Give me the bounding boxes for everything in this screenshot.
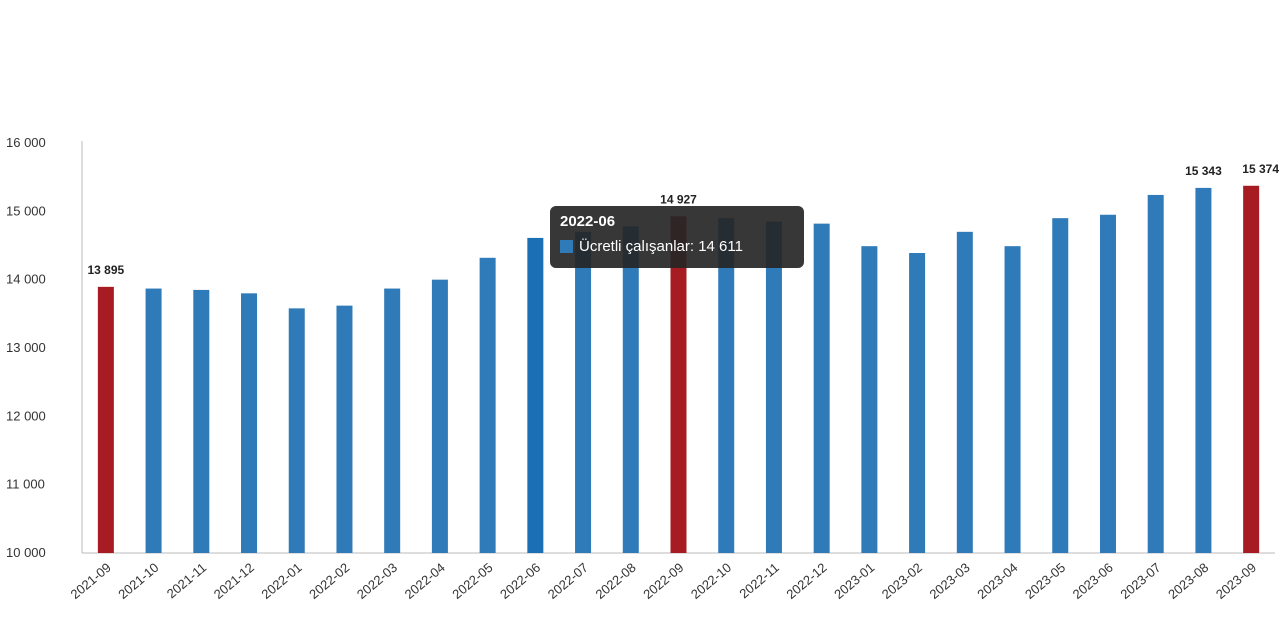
- x-tick-label: 2021-09: [68, 560, 114, 602]
- x-tick-label: 2022-04: [402, 560, 448, 602]
- data-label: 14 927: [660, 192, 697, 206]
- tooltip-series-swatch: [560, 240, 573, 253]
- bar-2023-04: [1004, 246, 1021, 553]
- bar-2022-10: [718, 218, 735, 553]
- bar-2022-09: [670, 216, 687, 554]
- bar-2023-05: [1052, 218, 1069, 553]
- x-tick-label: 2022-12: [783, 560, 829, 602]
- y-tick-label: 12 000: [6, 408, 46, 423]
- y-tick-label: 10 000: [6, 545, 46, 560]
- bar-2021-11: [193, 289, 210, 553]
- tooltip-row: Ücretli çalışanlar: 14 611: [560, 238, 794, 255]
- bar-2022-07: [575, 231, 592, 554]
- data-label: 15 343: [1185, 164, 1222, 178]
- y-tick-label: 11 000: [6, 477, 45, 492]
- bar-2022-01: [288, 308, 305, 553]
- bar-2022-05: [479, 257, 496, 553]
- x-tick-label: 2023-09: [1213, 560, 1259, 602]
- tooltip-series-value: Ücretli çalışanlar: 14 611: [579, 238, 743, 255]
- data-label: 15 374: [1242, 162, 1279, 176]
- y-tick-label: 16 000: [6, 135, 46, 150]
- x-tick-label: 2021-11: [164, 560, 209, 602]
- x-tick-label: 2023-05: [1022, 560, 1068, 602]
- x-tick-label: 2023-03: [927, 560, 973, 602]
- x-tick-label: 2022-05: [449, 560, 495, 602]
- bar-2022-02: [336, 305, 353, 553]
- bar-2021-09: [97, 286, 114, 553]
- bar-2022-06: [527, 237, 544, 554]
- y-tick-label: 14 000: [6, 272, 46, 287]
- bar-2022-11: [765, 221, 782, 554]
- x-tick-label: 2022-07: [545, 560, 591, 602]
- bar-2023-08: [1195, 187, 1212, 553]
- x-tick-label: 2023-08: [1165, 560, 1211, 602]
- y-tick-label: 15 000: [6, 203, 46, 218]
- data-label: 13 895: [88, 263, 125, 277]
- bar-2023-07: [1147, 194, 1164, 553]
- bar-2022-08: [622, 226, 639, 553]
- bar-2022-12: [813, 223, 830, 553]
- x-tick-label: 2021-10: [115, 560, 161, 602]
- x-tick-label: 2022-11: [736, 560, 781, 602]
- bar-2023-02: [909, 253, 926, 553]
- x-tick-label: 2023-06: [1070, 560, 1116, 602]
- x-tick-label: 2022-10: [688, 560, 734, 602]
- tooltip-title: 2022-06: [560, 213, 616, 230]
- x-tick-label: 2023-01: [831, 560, 877, 602]
- x-tick-label: 2022-03: [354, 560, 400, 602]
- bar-2023-03: [956, 231, 973, 554]
- x-tick-label: 2021-12: [211, 560, 257, 602]
- x-tick-label: 2023-07: [1117, 560, 1163, 602]
- x-tick-label: 2022-06: [497, 560, 543, 602]
- x-tick-label: 2022-09: [640, 560, 686, 602]
- x-tick-label: 2022-08: [593, 560, 639, 602]
- bar-2021-10: [145, 288, 162, 553]
- chart-tooltip: 2022-06 Ücretli çalışanlar: 14 611: [550, 206, 804, 268]
- bar-2021-12: [241, 293, 258, 553]
- bar-2023-06: [1099, 214, 1116, 553]
- y-tick-label: 13 000: [6, 340, 46, 355]
- bar-2022-04: [431, 279, 448, 553]
- bar-2023-09: [1243, 185, 1260, 553]
- x-tick-label: 2022-02: [306, 560, 352, 602]
- x-tick-label: 2023-04: [974, 560, 1020, 602]
- bar-2023-01: [861, 246, 878, 553]
- x-tick-label: 2023-02: [879, 560, 925, 602]
- bar-2022-03: [384, 288, 401, 553]
- x-tick-label: 2022-01: [258, 560, 304, 602]
